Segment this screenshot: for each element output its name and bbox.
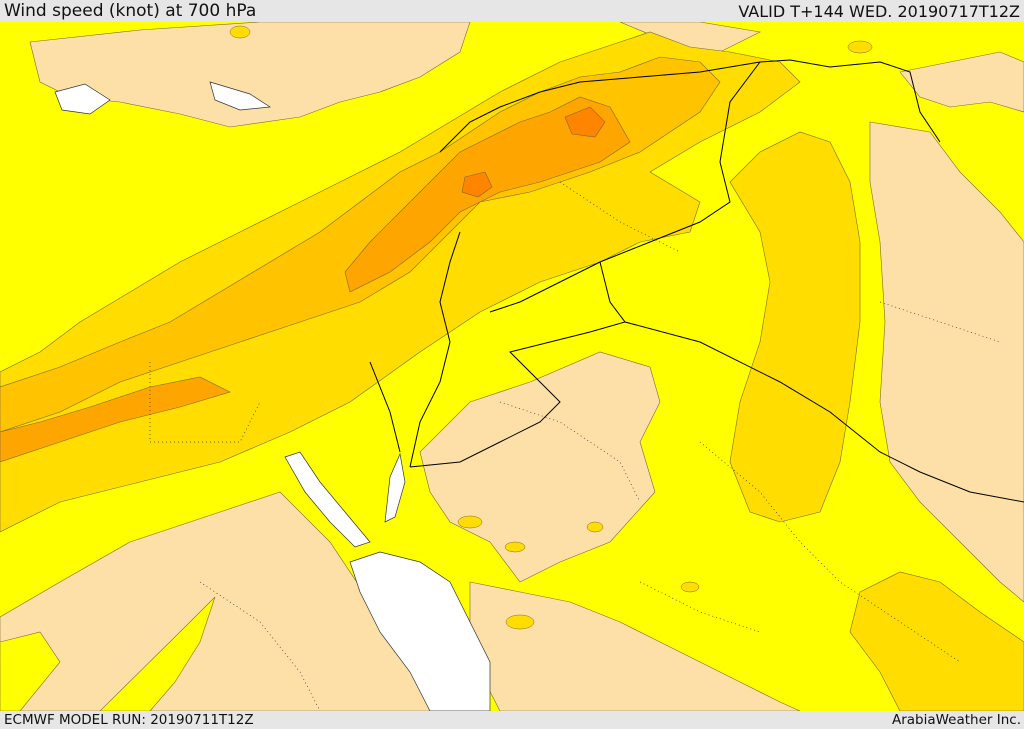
stronger-wind-core xyxy=(0,96,631,463)
masked-water xyxy=(54,81,491,711)
low-wind-areas xyxy=(0,22,1024,711)
scattered-patches xyxy=(229,25,873,630)
country-borders xyxy=(369,59,1024,503)
model-run-label: ECMWF MODEL RUN: 20190711T12Z xyxy=(4,712,254,728)
credit-label: ArabiaWeather Inc. xyxy=(891,712,1021,728)
valid-time: VALID T+144 WED. 20190717T12Z xyxy=(738,2,1020,21)
province-borders xyxy=(149,181,1001,711)
header-bar: Wind speed (knot) at 700 hPa VALID T+144… xyxy=(0,0,1024,22)
strongest-wind-cells xyxy=(461,106,606,198)
map-title: Wind speed (knot) at 700 hPa xyxy=(4,1,257,21)
footer-bar: ECMWF MODEL RUN: 20190711T12Z ArabiaWeat… xyxy=(0,711,1024,729)
wind-speed-map xyxy=(0,22,1024,711)
